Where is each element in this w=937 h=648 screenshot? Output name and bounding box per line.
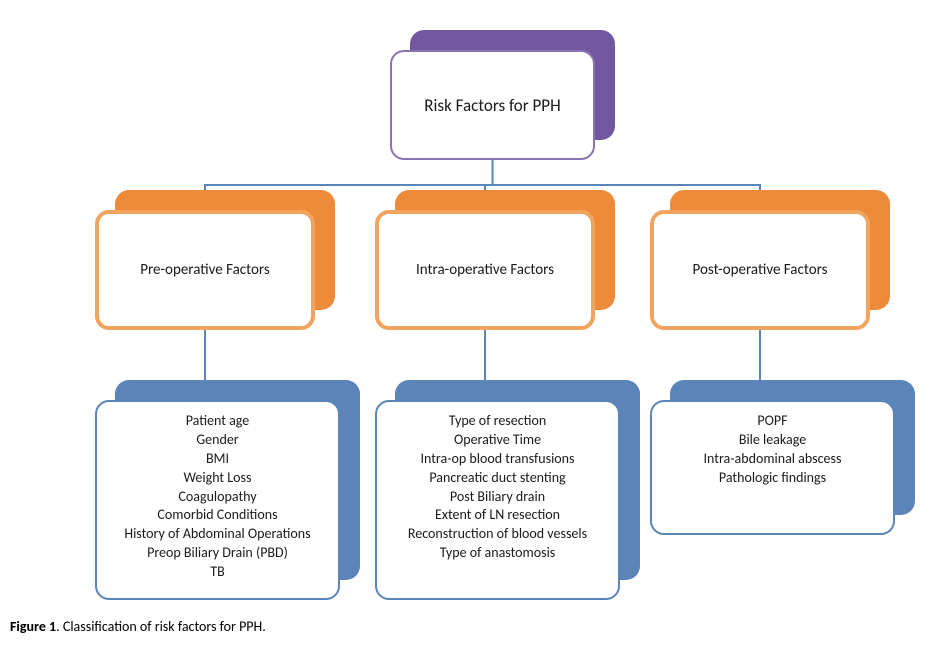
- list-item: Preop Biliary Drain (PBD): [147, 544, 288, 563]
- leaf-node-preop: Patient ageGenderBMIWeight LossCoagulopa…: [95, 400, 340, 600]
- list-item: Patient age: [186, 412, 250, 431]
- list-item: Type of anastomosis: [440, 544, 556, 563]
- list-item: Weight Loss: [183, 469, 251, 488]
- list-item: TB: [210, 563, 224, 582]
- group-label: Intra-operative Factors: [416, 261, 554, 279]
- list-item: Bile leakage: [739, 431, 806, 450]
- leaf-node-intraop: Type of resectionOperative TimeIntra-op …: [375, 400, 620, 600]
- root-node: Risk Factors for PPH: [390, 50, 595, 160]
- flowchart: Risk Factors for PPH Pre-operative Facto…: [0, 0, 937, 648]
- group-label: Post-operative Factors: [693, 261, 828, 279]
- caption-rest: . Classification of risk factors for PPH…: [56, 618, 266, 635]
- list-item: Pancreatic duct stenting: [429, 469, 565, 488]
- list-item: BMI: [206, 450, 229, 469]
- root-label: Risk Factors for PPH: [424, 95, 560, 116]
- list-item: Intra-op blood transfusions: [420, 450, 574, 469]
- group-label: Pre-operative Factors: [140, 261, 270, 279]
- group-node-preop: Pre-operative Factors: [95, 210, 315, 330]
- list-item: Extent of LN resection: [435, 506, 560, 525]
- list-item: Gender: [196, 431, 238, 450]
- list-item: Comorbid Conditions: [157, 506, 277, 525]
- group-node-postop: Post-operative Factors: [650, 210, 870, 330]
- list-item: Operative Time: [454, 431, 541, 450]
- group-node-intraop: Intra-operative Factors: [375, 210, 595, 330]
- list-item: Coagulopathy: [178, 488, 256, 507]
- caption-bold: Figure 1: [10, 618, 56, 635]
- list-item: Pathologic findings: [719, 469, 826, 488]
- figure-caption: Figure 1. Classification of risk factors…: [10, 618, 266, 635]
- leaf-node-postop: POPFBile leakageIntra-abdominal abscessP…: [650, 400, 895, 535]
- list-item: Type of resection: [449, 412, 546, 431]
- list-item: Intra-abdominal abscess: [704, 450, 842, 469]
- list-item: Reconstruction of blood vessels: [408, 525, 587, 544]
- list-item: Post Biliary drain: [450, 488, 545, 507]
- list-item: History of Abdominal Operations: [124, 525, 310, 544]
- list-item: POPF: [757, 412, 787, 431]
